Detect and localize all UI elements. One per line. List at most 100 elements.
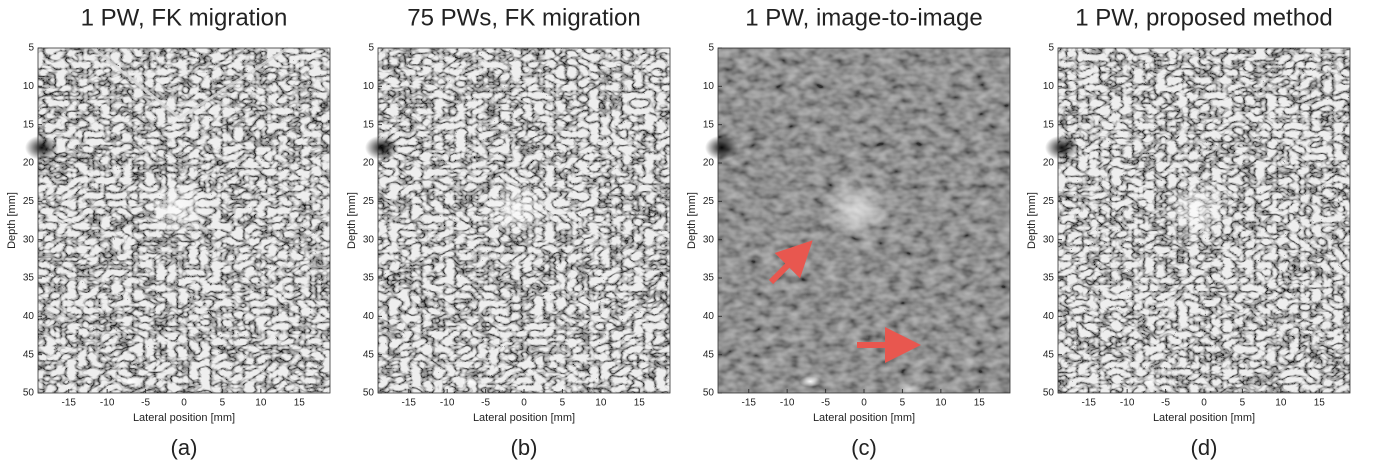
y-tick-label: 10: [23, 81, 35, 92]
bright-spot: [1139, 376, 1161, 387]
x-tick-label: 10: [935, 398, 947, 409]
y-tick-label: 25: [1043, 196, 1055, 207]
x-tick-label: -10: [780, 398, 795, 409]
x-tick-label: 15: [294, 398, 306, 409]
bright-spot: [119, 376, 141, 387]
x-tick-label: 0: [521, 398, 527, 409]
y-tick-label: 5: [368, 43, 374, 54]
x-tick-label: 0: [1201, 398, 1207, 409]
x-axis-label: Lateral position [mm]: [473, 412, 575, 424]
y-tick-label: 5: [708, 43, 714, 54]
panel-title: 75 PWs, FK migration: [407, 4, 640, 31]
panel-caption: (c): [851, 435, 877, 460]
cyst: [24, 135, 59, 160]
y-tick-label: 40: [1043, 311, 1055, 322]
y-tick-label: 45: [1043, 349, 1055, 360]
bright-spot: [554, 383, 586, 396]
x-axis-label: Lateral position [mm]: [813, 412, 915, 424]
y-tick-label: 30: [363, 234, 375, 245]
y-tick-label: 10: [363, 81, 375, 92]
x-tick-label: -5: [141, 398, 150, 409]
x-tick-label: 15: [634, 398, 646, 409]
panel: 1 PW, proposed method5101520253035404550…: [1026, 4, 1351, 460]
inclusion: [141, 178, 211, 240]
y-tick-label: 30: [23, 234, 35, 245]
y-tick-label: 50: [1043, 388, 1055, 399]
bright-spot: [894, 383, 926, 396]
y-tick-label: 35: [1043, 273, 1055, 284]
y-tick-label: 40: [703, 311, 715, 322]
y-tick-label: 25: [363, 196, 375, 207]
cyst: [704, 135, 739, 160]
x-tick-label: -15: [1082, 398, 1097, 409]
x-tick-label: -10: [440, 398, 455, 409]
x-axis-label: Lateral position [mm]: [1153, 412, 1255, 424]
y-tick-label: 15: [1043, 119, 1055, 130]
y-tick-label: 15: [703, 119, 715, 130]
x-tick-label: 5: [900, 398, 906, 409]
x-axis-label: Lateral position [mm]: [133, 412, 235, 424]
grating-lobe: [92, 46, 289, 120]
x-tick-label: 15: [1314, 398, 1326, 409]
y-tick-label: 40: [363, 311, 375, 322]
y-tick-label: 45: [703, 349, 715, 360]
x-tick-label: -15: [402, 398, 417, 409]
inclusion: [1161, 178, 1231, 240]
bright-spot: [1234, 383, 1266, 396]
y-tick-label: 50: [703, 388, 715, 399]
panel: 1 PW, FK migration5101520253035404550-15…: [6, 4, 331, 460]
bright-spot: [214, 383, 246, 396]
y-tick-label: 45: [363, 349, 375, 360]
y-axis-label: Depth [mm]: [1026, 192, 1038, 249]
x-tick-label: -15: [62, 398, 77, 409]
y-axis-label: Depth [mm]: [686, 192, 698, 249]
x-tick-label: 5: [220, 398, 226, 409]
x-tick-label: 5: [1240, 398, 1246, 409]
y-tick-label: 10: [703, 81, 715, 92]
y-tick-label: 20: [1043, 158, 1055, 169]
y-tick-label: 35: [363, 273, 375, 284]
y-axis-label: Depth [mm]: [346, 192, 358, 249]
y-tick-label: 10: [1043, 81, 1055, 92]
y-tick-label: 30: [703, 234, 715, 245]
x-tick-label: 5: [560, 398, 566, 409]
ultrasound-image: [704, 48, 1010, 396]
y-tick-label: 30: [1043, 234, 1055, 245]
x-tick-label: 0: [181, 398, 187, 409]
x-tick-label: -15: [742, 398, 757, 409]
panel-caption: (d): [1191, 435, 1218, 460]
y-tick-label: 50: [23, 388, 35, 399]
y-tick-label: 45: [23, 349, 35, 360]
x-tick-label: 0: [861, 398, 867, 409]
x-tick-label: 15: [974, 398, 986, 409]
bright-spot: [459, 376, 481, 387]
panels: 1 PW, FK migration5101520253035404550-15…: [6, 4, 1351, 460]
ultrasound-image: [1044, 48, 1350, 396]
y-tick-label: 20: [703, 158, 715, 169]
y-tick-label: 15: [23, 119, 35, 130]
panel-caption: (b): [511, 435, 538, 460]
ultrasound-image: [24, 46, 330, 396]
y-tick-label: 20: [23, 158, 35, 169]
y-axis-label: Depth [mm]: [6, 192, 18, 249]
x-tick-label: 10: [595, 398, 607, 409]
y-tick-label: 5: [1048, 43, 1054, 54]
y-tick-label: 15: [363, 119, 375, 130]
y-tick-label: 35: [703, 273, 715, 284]
x-tick-label: -5: [1161, 398, 1170, 409]
y-tick-label: 35: [23, 273, 35, 284]
panel: 1 PW, image-to-image5101520253035404550-…: [686, 4, 1011, 460]
y-tick-label: 25: [703, 196, 715, 207]
x-tick-label: -10: [100, 398, 115, 409]
x-tick-label: 10: [1275, 398, 1287, 409]
x-tick-label: -5: [821, 398, 830, 409]
y-tick-label: 25: [23, 196, 35, 207]
x-tick-label: -10: [1120, 398, 1135, 409]
panel-title: 1 PW, FK migration: [81, 4, 288, 31]
inclusion: [821, 178, 891, 240]
cyst: [364, 135, 399, 160]
bright-spot: [799, 376, 821, 387]
arrow: [768, 240, 813, 285]
y-tick-label: 50: [363, 388, 375, 399]
